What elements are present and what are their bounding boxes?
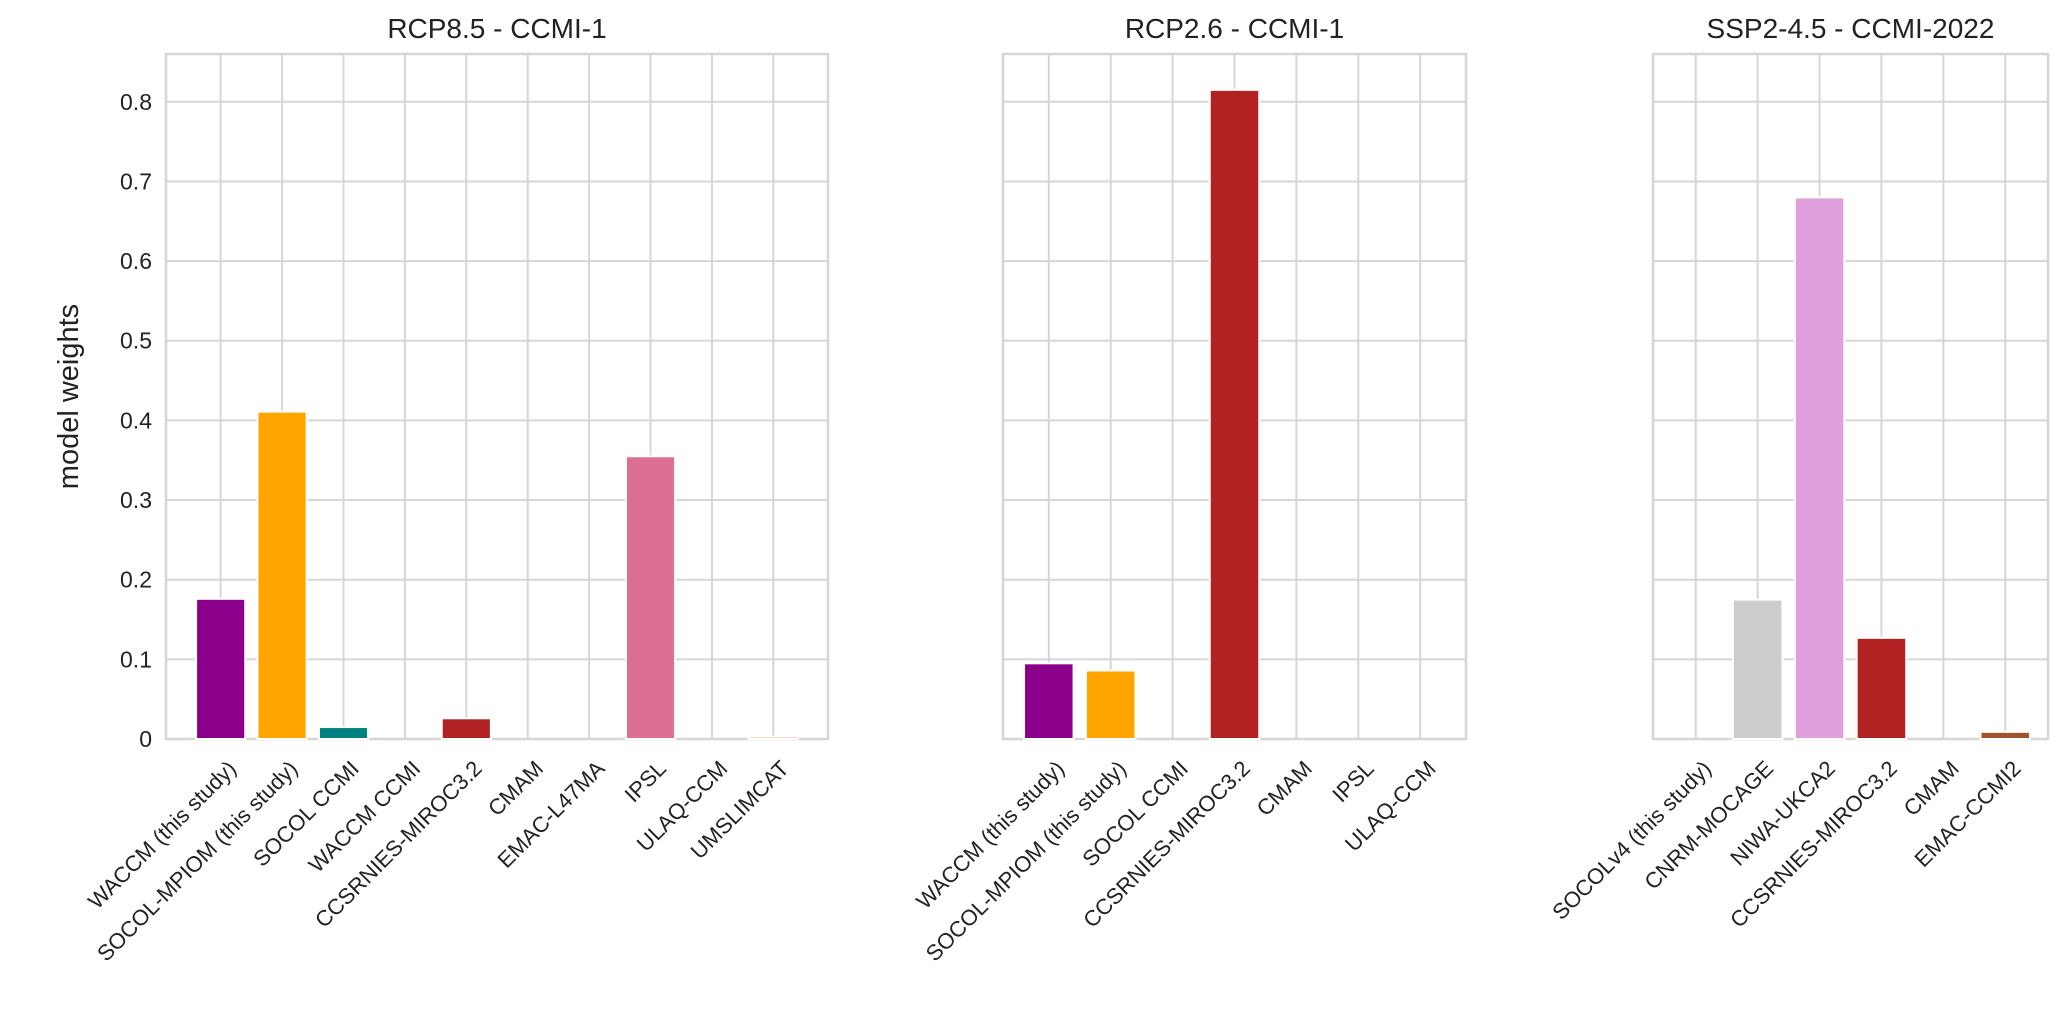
x-tick-label: CMAM [1252, 756, 1317, 821]
y-tick-label: 0.3 [120, 487, 152, 513]
x-tick-label: EMAC-L47MA [492, 756, 609, 873]
y-tick-label: 0 [139, 726, 152, 752]
y-tick-label: 0.1 [120, 646, 152, 672]
bar-waccm-this-study- [1023, 662, 1075, 741]
bar-ccsrnies-miroc3-2 [1208, 88, 1261, 741]
bar-umslimcat [747, 735, 799, 741]
bar-niwa-ukca2 [1793, 196, 1846, 741]
bar-ipsl [624, 455, 677, 740]
bar-socol-mpiom-this-study- [256, 410, 308, 740]
bar-socol-ccmi [317, 726, 370, 740]
bar-ccsrnies-miroc3-2 [440, 717, 492, 741]
y-tick-label: 0.6 [120, 248, 152, 274]
y-tick-label: 0.7 [120, 168, 152, 194]
bar-ccsrnies-miroc3-2 [1855, 636, 1908, 740]
y-tick-label: 0.5 [120, 328, 152, 354]
bar-waccm-this-study- [195, 597, 247, 741]
panel-title: RCP8.5 - CCMI-1 [387, 13, 606, 44]
y-tick-label: 0.4 [120, 407, 152, 433]
y-tick-label: 0.8 [120, 89, 152, 115]
panel-title: SSP2-4.5 - CCMI-2022 [1707, 13, 1995, 44]
x-tick-label: IPSL [1327, 756, 1378, 807]
x-tick-label: EMAC-CCMI2 [1909, 756, 2025, 872]
bar-cnrm-mocage [1731, 598, 1784, 741]
x-tick-label: IPSL [620, 756, 671, 807]
y-tick-label: 0.2 [120, 567, 152, 593]
axes-frame [1651, 52, 2050, 741]
y-axis-label: model weights [53, 304, 85, 489]
bar-emac-ccmi2 [1979, 730, 2032, 741]
x-tick-label: SOCOL CCMI [248, 756, 364, 872]
panel-title: RCP2.6 - CCMI-1 [1125, 13, 1344, 44]
panel-2: WACCM (this study)SOCOL-MPIOM (this stud… [911, 13, 1468, 966]
bar-socol-mpiom-this-study- [1084, 669, 1137, 740]
axes-frame [164, 52, 830, 741]
panel-3: SOCOLv4 (this study)CNRM-MOCAGENIWA-UKCA… [1547, 13, 2050, 932]
